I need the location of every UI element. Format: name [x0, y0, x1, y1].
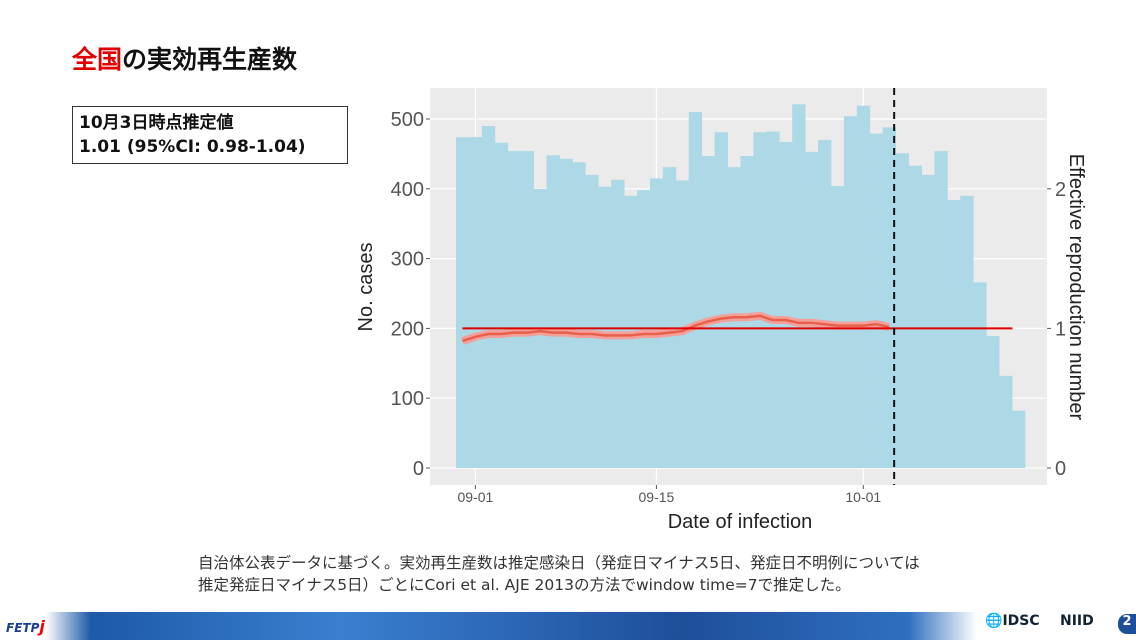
- bar: [481, 125, 496, 468]
- bar: [507, 151, 522, 468]
- y2-tick-label: 2: [1055, 179, 1066, 201]
- bar: [1011, 410, 1026, 468]
- bar: [973, 282, 987, 468]
- bar: [947, 199, 961, 468]
- y-tick-label: 500: [391, 109, 424, 131]
- y-tick-label: 300: [391, 249, 424, 271]
- bar: [559, 158, 573, 468]
- bar: [546, 155, 560, 468]
- bar: [598, 186, 612, 468]
- estimate-date: 10月3日時点推定値: [79, 113, 234, 133]
- x-tick-label: 09-01: [457, 489, 493, 505]
- x-tick-label: 09-15: [639, 489, 675, 505]
- bar: [986, 336, 1000, 468]
- bar: [882, 127, 897, 468]
- footer-band: [0, 612, 1136, 640]
- y2-tick-label: 1: [1055, 318, 1066, 340]
- bar: [895, 153, 909, 468]
- bar: [805, 151, 819, 468]
- y-tick-label: 200: [391, 318, 424, 340]
- page-number: 2: [1118, 614, 1136, 634]
- bar: [792, 104, 806, 468]
- y-tick-label: 0: [413, 458, 424, 480]
- y2-axis-label: Effective reproduction number: [1065, 154, 1087, 421]
- bar: [843, 116, 858, 468]
- bar: [675, 180, 690, 468]
- bar: [960, 195, 974, 468]
- fetp-logo: FETPj: [6, 617, 45, 636]
- title-rest: の実効再生産数: [122, 45, 298, 74]
- footnote-line-2: 推定発症日マイナス5日）ごとにCori et al. AJE 2013の方法でw…: [198, 576, 851, 594]
- bar: [701, 155, 715, 468]
- bar: [688, 112, 703, 469]
- bar: [766, 131, 780, 468]
- bar: [869, 133, 884, 468]
- x-tick-label: 10-01: [845, 489, 881, 505]
- bar: [740, 155, 754, 468]
- estimate-box: 10月3日時点推定値 1.01 (95%CI: 0.98-1.04): [72, 106, 348, 164]
- bar: [611, 179, 625, 468]
- bar: [934, 151, 948, 468]
- bar: [585, 174, 599, 468]
- bar: [999, 375, 1013, 468]
- estimate-value: 1.01 (95%CI: 0.98-1.04): [79, 137, 306, 157]
- y-tick-label: 100: [391, 388, 424, 410]
- y2-tick-label: 0: [1055, 458, 1066, 480]
- page-title: 全国の実効再生産数: [72, 40, 297, 76]
- niid-logo: NIID: [1060, 613, 1094, 629]
- bar: [753, 132, 767, 468]
- bar: [456, 137, 470, 468]
- bar: [468, 137, 483, 468]
- bar: [921, 174, 935, 468]
- bar: [649, 178, 664, 468]
- bar: [714, 132, 728, 468]
- bar: [818, 139, 832, 468]
- title-highlight: 全国: [72, 45, 123, 74]
- idsc-logo: 🌐IDSC: [985, 613, 1040, 629]
- footnote: 自治体公表データに基づく。実効再生産数は推定感染日（発症日マイナス5日、発症日不…: [198, 552, 920, 596]
- bar: [779, 142, 793, 468]
- footnote-line-1: 自治体公表データに基づく。実効再生産数は推定感染日（発症日マイナス5日、発症日不…: [198, 554, 920, 572]
- bar: [572, 162, 586, 468]
- bar: [662, 167, 677, 469]
- rt-line: [462, 314, 890, 343]
- y-tick-label: 400: [391, 179, 424, 201]
- bar: [856, 105, 871, 468]
- bar: [494, 142, 509, 468]
- bar: [908, 165, 922, 469]
- x-axis-label: Date of infection: [668, 511, 813, 533]
- y-axis-label: No. cases: [355, 243, 377, 332]
- bar: [520, 151, 534, 468]
